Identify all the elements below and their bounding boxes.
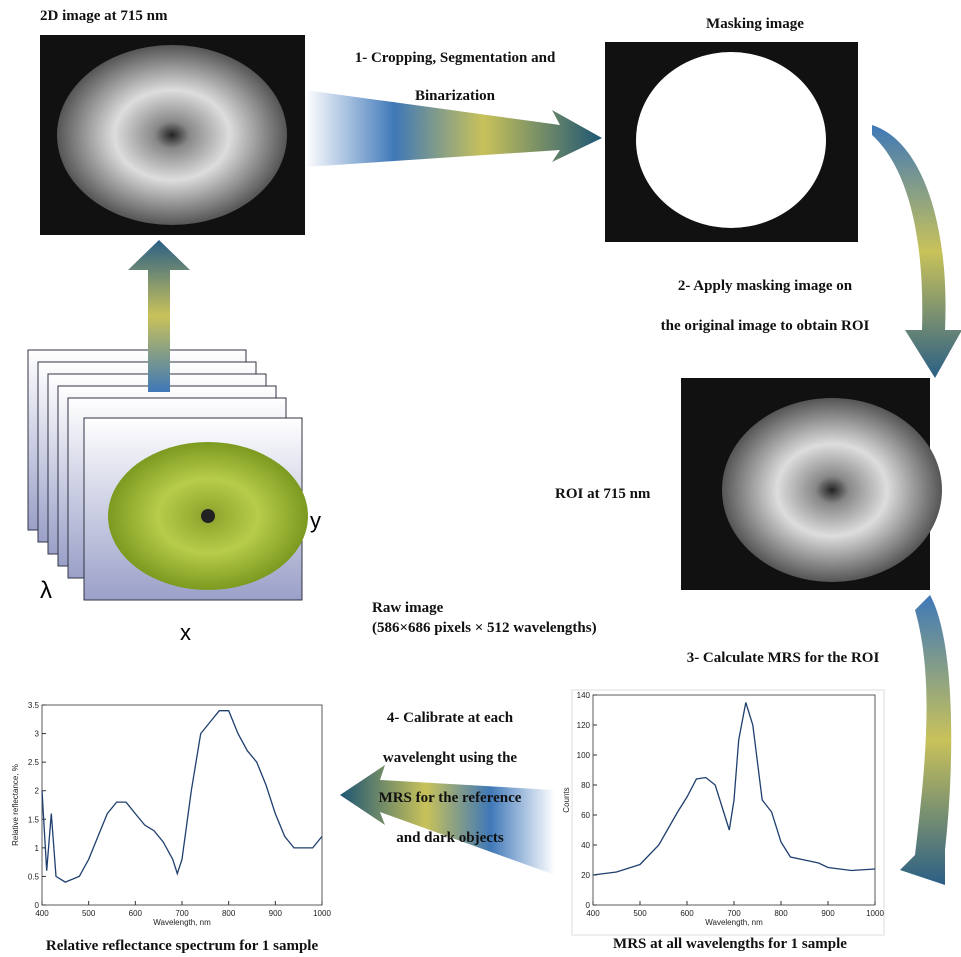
y-axis-label: Counts: [562, 787, 571, 812]
label-mask: Masking image: [706, 16, 804, 32]
x-tick-label: 400: [35, 909, 49, 918]
x-axis-label: Wavelength, nm: [705, 918, 763, 927]
x-tick-label: 900: [269, 909, 283, 918]
x-tick-label: 1000: [866, 909, 884, 918]
x-axis-label: Wavelength, nm: [153, 918, 211, 927]
y-tick-label: 20: [581, 871, 590, 880]
y-tick-label: 140: [577, 691, 591, 700]
arrow-step2: [872, 125, 961, 378]
y-tick-label: 0.5: [28, 872, 40, 881]
y-tick-label: 0: [35, 901, 40, 910]
x-tick-label: 600: [680, 909, 694, 918]
x-tick-label: 400: [586, 909, 600, 918]
x-tick-label: 1000: [313, 909, 331, 918]
y-tick-label: 1.5: [28, 815, 40, 824]
y-tick-label: 1: [35, 844, 40, 853]
x-tick-label: 500: [633, 909, 647, 918]
label-roi: ROI at 715 nm: [555, 486, 651, 502]
x-tick-label: 600: [129, 909, 143, 918]
y-tick-label: 60: [581, 811, 590, 820]
step-text: wavelenght using the: [383, 750, 518, 766]
y-tick-label: 2.5: [28, 758, 40, 767]
step-text: 1- Cropping, Segmentation and: [355, 50, 556, 66]
x-tick-label: 800: [222, 909, 236, 918]
label-raw: Raw image: [372, 600, 444, 616]
y-tick-label: 120: [577, 721, 591, 730]
mask-disk: [636, 52, 826, 228]
x-tick-label: 800: [774, 909, 788, 918]
step-text: 2- Apply masking image on: [678, 278, 853, 294]
step-text: and dark objects: [396, 830, 504, 846]
roi-fruit: [722, 398, 942, 582]
y-tick-label: 2: [35, 787, 40, 796]
label-raw-dims: (586×686 pixels × 512 wavelengths): [372, 620, 597, 636]
arrow-step3: [900, 595, 951, 885]
x-tick-label: 500: [82, 909, 96, 918]
axis-lambda: λ: [40, 577, 52, 604]
step-text: 4- Calibrate at each: [387, 710, 514, 726]
fruit-gray: [57, 45, 287, 225]
y-tick-label: 100: [577, 751, 591, 760]
y-tick-label: 3: [35, 730, 40, 739]
axis-y: y: [310, 508, 321, 533]
y-tick-label: 3.5: [28, 701, 40, 710]
caption-left: Relative reflectance spectrum for 1 samp…: [46, 938, 319, 954]
label-2d: 2D image at 715 nm: [40, 8, 168, 24]
y-tick-label: 80: [581, 781, 590, 790]
x-tick-label: 700: [175, 909, 189, 918]
caption-right: MRS at all wavelengths for 1 sample: [613, 936, 847, 952]
step-text: the original image to obtain ROI: [661, 318, 870, 334]
plot-area: [42, 705, 322, 905]
x-tick-label: 900: [821, 909, 835, 918]
x-tick-label: 700: [727, 909, 741, 918]
step-text: Binarization: [415, 88, 496, 104]
y-tick-label: 40: [581, 841, 590, 850]
arrow-step4: [340, 765, 555, 875]
y-axis-label: Relative reflectance, %: [11, 764, 20, 846]
apple-core: [201, 509, 215, 523]
axis-x: x: [180, 620, 191, 645]
diagram: 2D image at 715 nm Masking image ROI at …: [0, 0, 961, 957]
step-text: 3- Calculate MRS for the ROI: [687, 650, 880, 666]
step-text: MRS for the reference: [379, 790, 522, 806]
y-tick-label: 0: [586, 901, 591, 910]
